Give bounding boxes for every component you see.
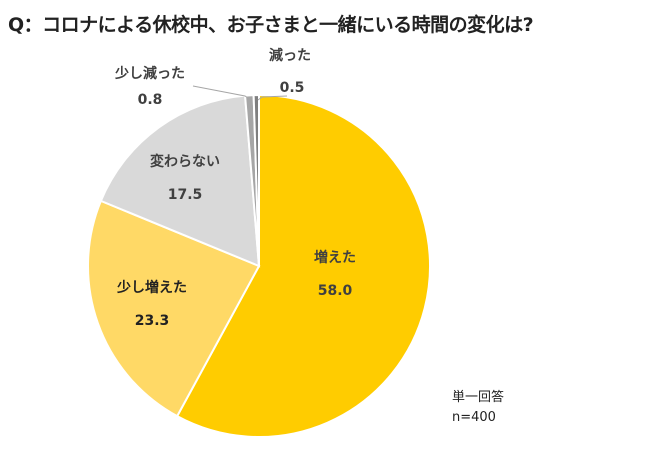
slice-label-4: 減った — [269, 47, 311, 64]
slice-label-3: 少し減った — [114, 65, 185, 82]
pie-slice-1 — [87, 199, 261, 418]
sample-note: 単一回答 n=400 — [452, 388, 504, 428]
leader-line-4 — [257, 95, 288, 101]
slice-value-1: 23.3 — [135, 313, 170, 329]
slice-label-2: 変わらない — [150, 153, 220, 170]
pie-slice-4 — [252, 93, 260, 267]
sample-size: n=400 — [452, 410, 496, 425]
slice-label-0: 増えた — [314, 249, 356, 266]
pie-slice-2 — [99, 94, 261, 268]
slice-value-3: 0.8 — [138, 92, 163, 108]
slice-value-2: 17.5 — [168, 187, 203, 203]
pie-slice-0 — [175, 93, 431, 438]
answer-type: 単一回答 — [452, 390, 505, 405]
slice-value-0: 58.0 — [318, 283, 353, 299]
slice-value-4: 0.5 — [280, 80, 305, 96]
slice-label-1: 少し増えた — [116, 279, 187, 296]
leader-line-3 — [192, 85, 252, 101]
chart-title: Q：コロナによる休校中、お子さまと一緒にいる時間の変化は? — [8, 14, 534, 36]
